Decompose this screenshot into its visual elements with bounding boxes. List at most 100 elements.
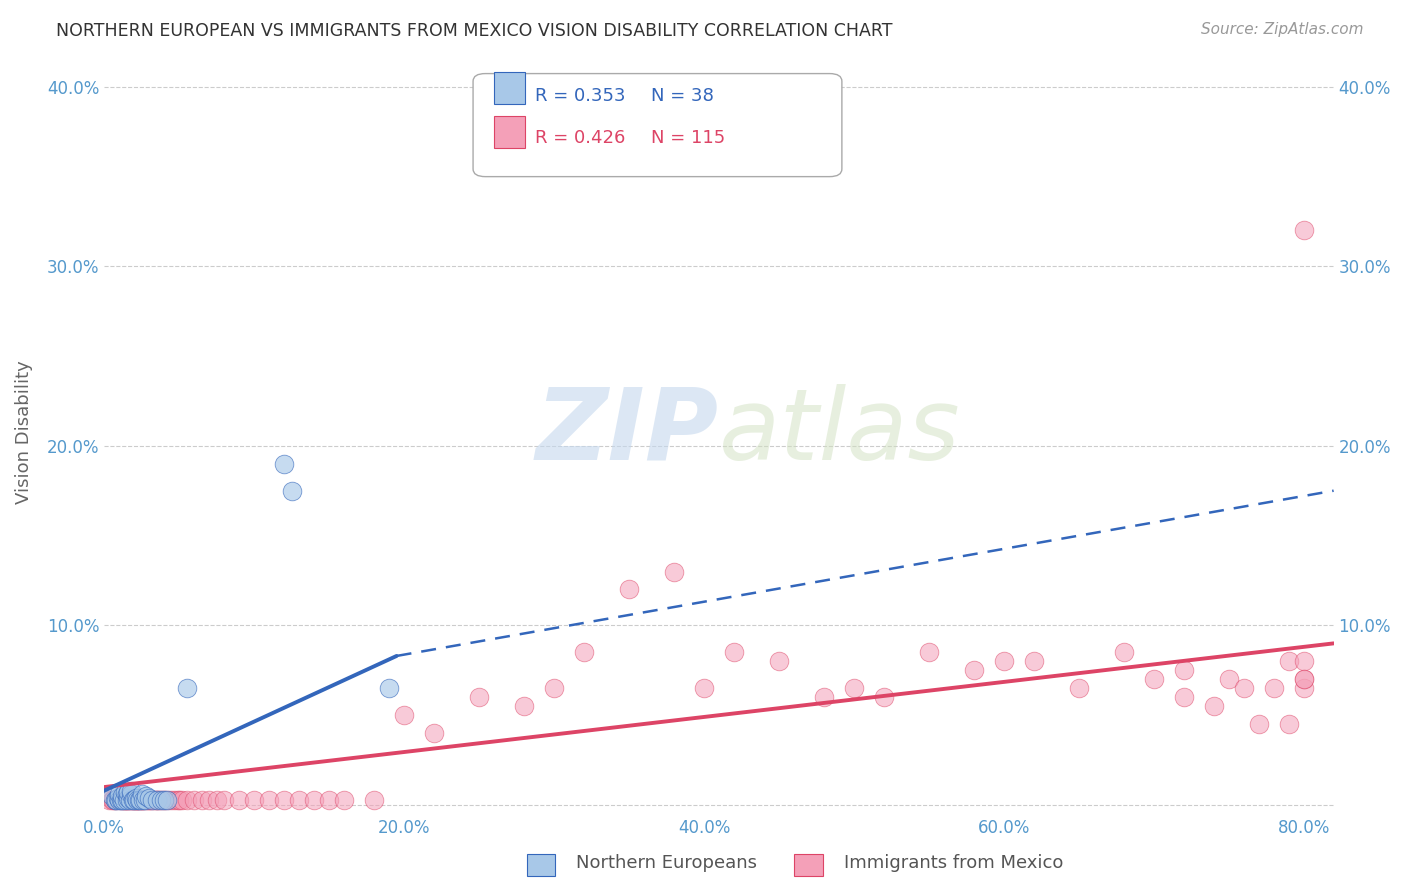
Point	[110, 790, 132, 805]
Point	[1292, 223, 1315, 237]
Point	[363, 792, 385, 806]
Point	[768, 654, 790, 668]
Point	[143, 792, 166, 806]
Point	[111, 792, 134, 806]
Point	[97, 792, 120, 806]
Point	[120, 787, 142, 801]
Text: R = 0.353: R = 0.353	[534, 87, 626, 104]
Point	[104, 792, 127, 806]
Point	[172, 792, 194, 806]
Point	[145, 792, 167, 806]
Point	[280, 483, 302, 498]
Point	[118, 792, 141, 806]
Point	[128, 792, 150, 806]
Point	[104, 792, 127, 806]
Point	[125, 792, 148, 806]
Point	[963, 663, 986, 677]
Point	[100, 792, 122, 806]
Point	[543, 681, 565, 696]
Point	[131, 792, 153, 806]
Point	[135, 789, 157, 803]
Point	[111, 792, 134, 806]
Point	[257, 792, 280, 806]
Point	[273, 457, 295, 471]
Point	[115, 790, 138, 805]
Point	[149, 792, 172, 806]
Point	[131, 792, 153, 806]
Point	[288, 792, 311, 806]
Point	[1292, 681, 1315, 696]
Point	[120, 783, 142, 797]
Point	[150, 792, 173, 806]
Text: N = 115: N = 115	[651, 129, 725, 147]
Point	[378, 681, 401, 696]
Point	[148, 792, 170, 806]
Point	[115, 792, 138, 806]
Point	[423, 726, 446, 740]
Point	[129, 792, 152, 806]
Point	[183, 792, 205, 806]
Point	[118, 792, 141, 806]
Point	[121, 792, 143, 806]
Point	[115, 792, 138, 806]
Point	[127, 792, 149, 806]
Point	[145, 792, 167, 806]
Point	[136, 792, 159, 806]
Y-axis label: Vision Disability: Vision Disability	[15, 360, 32, 504]
Point	[108, 787, 131, 801]
Point	[139, 792, 162, 806]
Point	[1143, 673, 1166, 687]
Point	[1292, 654, 1315, 668]
Point	[165, 792, 187, 806]
Point	[117, 790, 139, 805]
Point	[1067, 681, 1090, 696]
Point	[103, 792, 125, 806]
Point	[205, 792, 228, 806]
Point	[138, 790, 160, 805]
Point	[129, 792, 152, 806]
Point	[918, 645, 941, 659]
Point	[117, 792, 139, 806]
Point	[114, 792, 136, 806]
Point	[1278, 717, 1301, 731]
Point	[127, 792, 149, 806]
FancyBboxPatch shape	[494, 72, 524, 104]
Point	[112, 792, 135, 806]
Point	[693, 681, 716, 696]
Point	[134, 792, 156, 806]
Point	[873, 690, 896, 705]
Point	[159, 792, 181, 806]
Point	[156, 792, 179, 806]
Point	[1173, 690, 1195, 705]
Point	[153, 792, 176, 806]
Point	[302, 792, 325, 806]
Point	[115, 792, 138, 806]
FancyBboxPatch shape	[472, 73, 842, 177]
Point	[141, 792, 163, 806]
Point	[105, 792, 128, 806]
Point	[1218, 673, 1240, 687]
Point	[1247, 717, 1270, 731]
Point	[138, 792, 160, 806]
Point	[513, 699, 536, 714]
Point	[468, 690, 491, 705]
Point	[108, 790, 131, 805]
Point	[150, 792, 173, 806]
Point	[122, 792, 145, 806]
Point	[153, 792, 176, 806]
Point	[333, 792, 356, 806]
Text: atlas: atlas	[718, 384, 960, 481]
Point	[228, 792, 250, 806]
Point	[212, 792, 235, 806]
Text: R = 0.426: R = 0.426	[534, 129, 624, 147]
Point	[1263, 681, 1285, 696]
Point	[617, 582, 640, 597]
Text: N = 38: N = 38	[651, 87, 714, 104]
Point	[138, 792, 160, 806]
Point	[318, 792, 340, 806]
Text: Northern Europeans: Northern Europeans	[576, 855, 758, 872]
Point	[127, 792, 149, 806]
Point	[105, 792, 128, 806]
Point	[122, 792, 145, 806]
Point	[108, 792, 131, 806]
